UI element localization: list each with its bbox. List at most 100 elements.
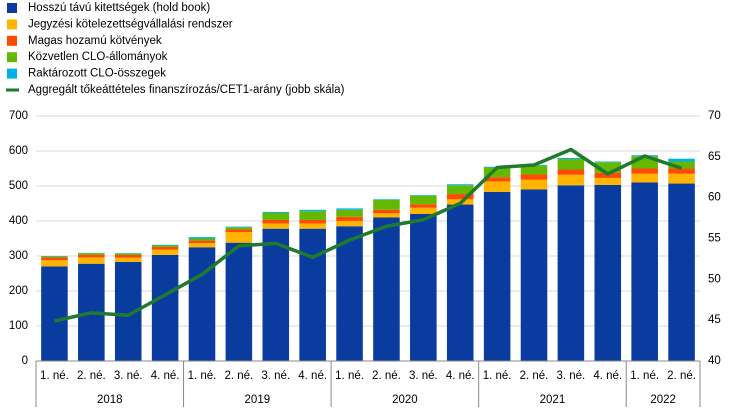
bar-segment: [668, 169, 695, 174]
bar-segment: [410, 208, 437, 214]
y-tick-label: 0: [22, 355, 28, 367]
bar-segment: [373, 199, 400, 200]
bar-segment: [410, 204, 437, 208]
bar-segment: [226, 227, 253, 229]
legend-swatch: [7, 3, 17, 13]
y-tick-label: 600: [9, 145, 28, 157]
y2-tick-label: 50: [708, 273, 721, 285]
legend-label: Közvetlen CLO-állományok: [28, 51, 168, 63]
bar-segment: [594, 178, 621, 185]
bar-segment: [299, 210, 326, 211]
bar-segment: [447, 205, 474, 361]
bar-segment: [373, 213, 400, 217]
x-tick-label: 1. né.: [188, 370, 217, 382]
bar-segment: [152, 250, 179, 255]
legend-swatch: [7, 36, 17, 46]
bar-segment: [226, 229, 253, 232]
y2-tick-label: 40: [708, 355, 721, 367]
x-tick-label: 1. né.: [40, 370, 69, 382]
bar-segment: [189, 239, 216, 241]
y-tick-label: 300: [9, 250, 28, 262]
x-tick-label: 4. né.: [593, 370, 622, 382]
y2-tick-label: 70: [708, 110, 721, 122]
bar-segment: [594, 162, 621, 163]
legend-swatch: [7, 52, 17, 62]
bar-segment: [410, 196, 437, 204]
bar-segment: [558, 159, 585, 170]
bar-segment: [262, 220, 289, 224]
bar-segment: [226, 243, 253, 361]
bar-segment: [336, 221, 363, 226]
bar-segment: [484, 181, 511, 192]
x-tick-label: 1. né.: [630, 370, 659, 382]
bar-segment: [78, 255, 105, 258]
legend-swatch: [7, 19, 17, 29]
year-label: 2019: [245, 394, 271, 406]
y-tick-label: 500: [9, 180, 28, 192]
y-tick-label: 400: [9, 215, 28, 227]
bar-segment: [410, 214, 437, 361]
x-tick-label: 1. né.: [483, 370, 512, 382]
bar-segment: [410, 195, 437, 196]
y-tick-label: 700: [9, 110, 28, 122]
bar-segment: [631, 174, 658, 183]
bar-segment: [262, 223, 289, 228]
bar-segment: [189, 247, 216, 361]
year-label: 2018: [97, 394, 123, 406]
year-label: 2021: [540, 394, 566, 406]
y2-tick-label: 65: [708, 151, 721, 163]
bar-segment: [299, 223, 326, 228]
x-tick-label: 3. né.: [261, 370, 290, 382]
bar-segment: [41, 267, 68, 362]
bar-segment: [558, 175, 585, 186]
ratio-line: [54, 149, 681, 321]
bar-segment: [262, 212, 289, 213]
x-tick-label: 4. né.: [151, 370, 180, 382]
year-label: 2022: [650, 394, 676, 406]
bar-segment: [631, 169, 658, 174]
x-tick-label: 3. né.: [556, 370, 585, 382]
bar-segment: [484, 192, 511, 361]
bar-segment: [115, 258, 142, 262]
legend-label: Raktározott CLO-összegek: [28, 68, 166, 80]
bar-segment: [299, 229, 326, 361]
bar-segment: [152, 245, 179, 246]
bar-segment: [152, 255, 179, 361]
bar-segment: [226, 227, 253, 228]
x-tick-label: 4. né.: [298, 370, 327, 382]
bar-segment: [78, 253, 105, 254]
bar-segment: [115, 254, 142, 255]
bar-segment: [152, 247, 179, 250]
x-tick-label: 3. né.: [409, 370, 438, 382]
legend-label: Jegyzési kötelezettségvállalási rendszer: [28, 18, 233, 30]
bar-segment: [226, 232, 253, 243]
bar-segment: [189, 243, 216, 247]
bar-segment: [189, 241, 216, 243]
bar-segment: [41, 256, 68, 257]
x-tick-label: 4. né.: [446, 370, 475, 382]
bar-segment: [336, 208, 363, 209]
y2-tick-label: 45: [708, 314, 721, 326]
bar-segment: [262, 213, 289, 220]
bar-segment: [189, 237, 216, 238]
x-tick-label: 2. né.: [372, 370, 401, 382]
bar-segment: [447, 184, 474, 185]
bar-segment: [336, 226, 363, 361]
y2-tick-label: 55: [708, 233, 721, 245]
bar-segment: [373, 218, 400, 362]
year-label: 2020: [392, 394, 418, 406]
x-tick-label: 2. né.: [77, 370, 106, 382]
x-tick-label: 2. né.: [667, 370, 696, 382]
bar-segment: [336, 210, 363, 217]
y-tick-label: 200: [9, 285, 28, 297]
bar-segment: [299, 220, 326, 224]
bar-segment: [521, 190, 548, 362]
y2-tick-label: 60: [708, 192, 721, 204]
bar-segment: [558, 158, 585, 159]
bar-segment: [668, 174, 695, 184]
bar-segment: [558, 170, 585, 175]
bar-segment: [41, 260, 68, 266]
bar-segment: [299, 211, 326, 220]
legend-label: Magas hozamú kötvények: [28, 35, 162, 47]
